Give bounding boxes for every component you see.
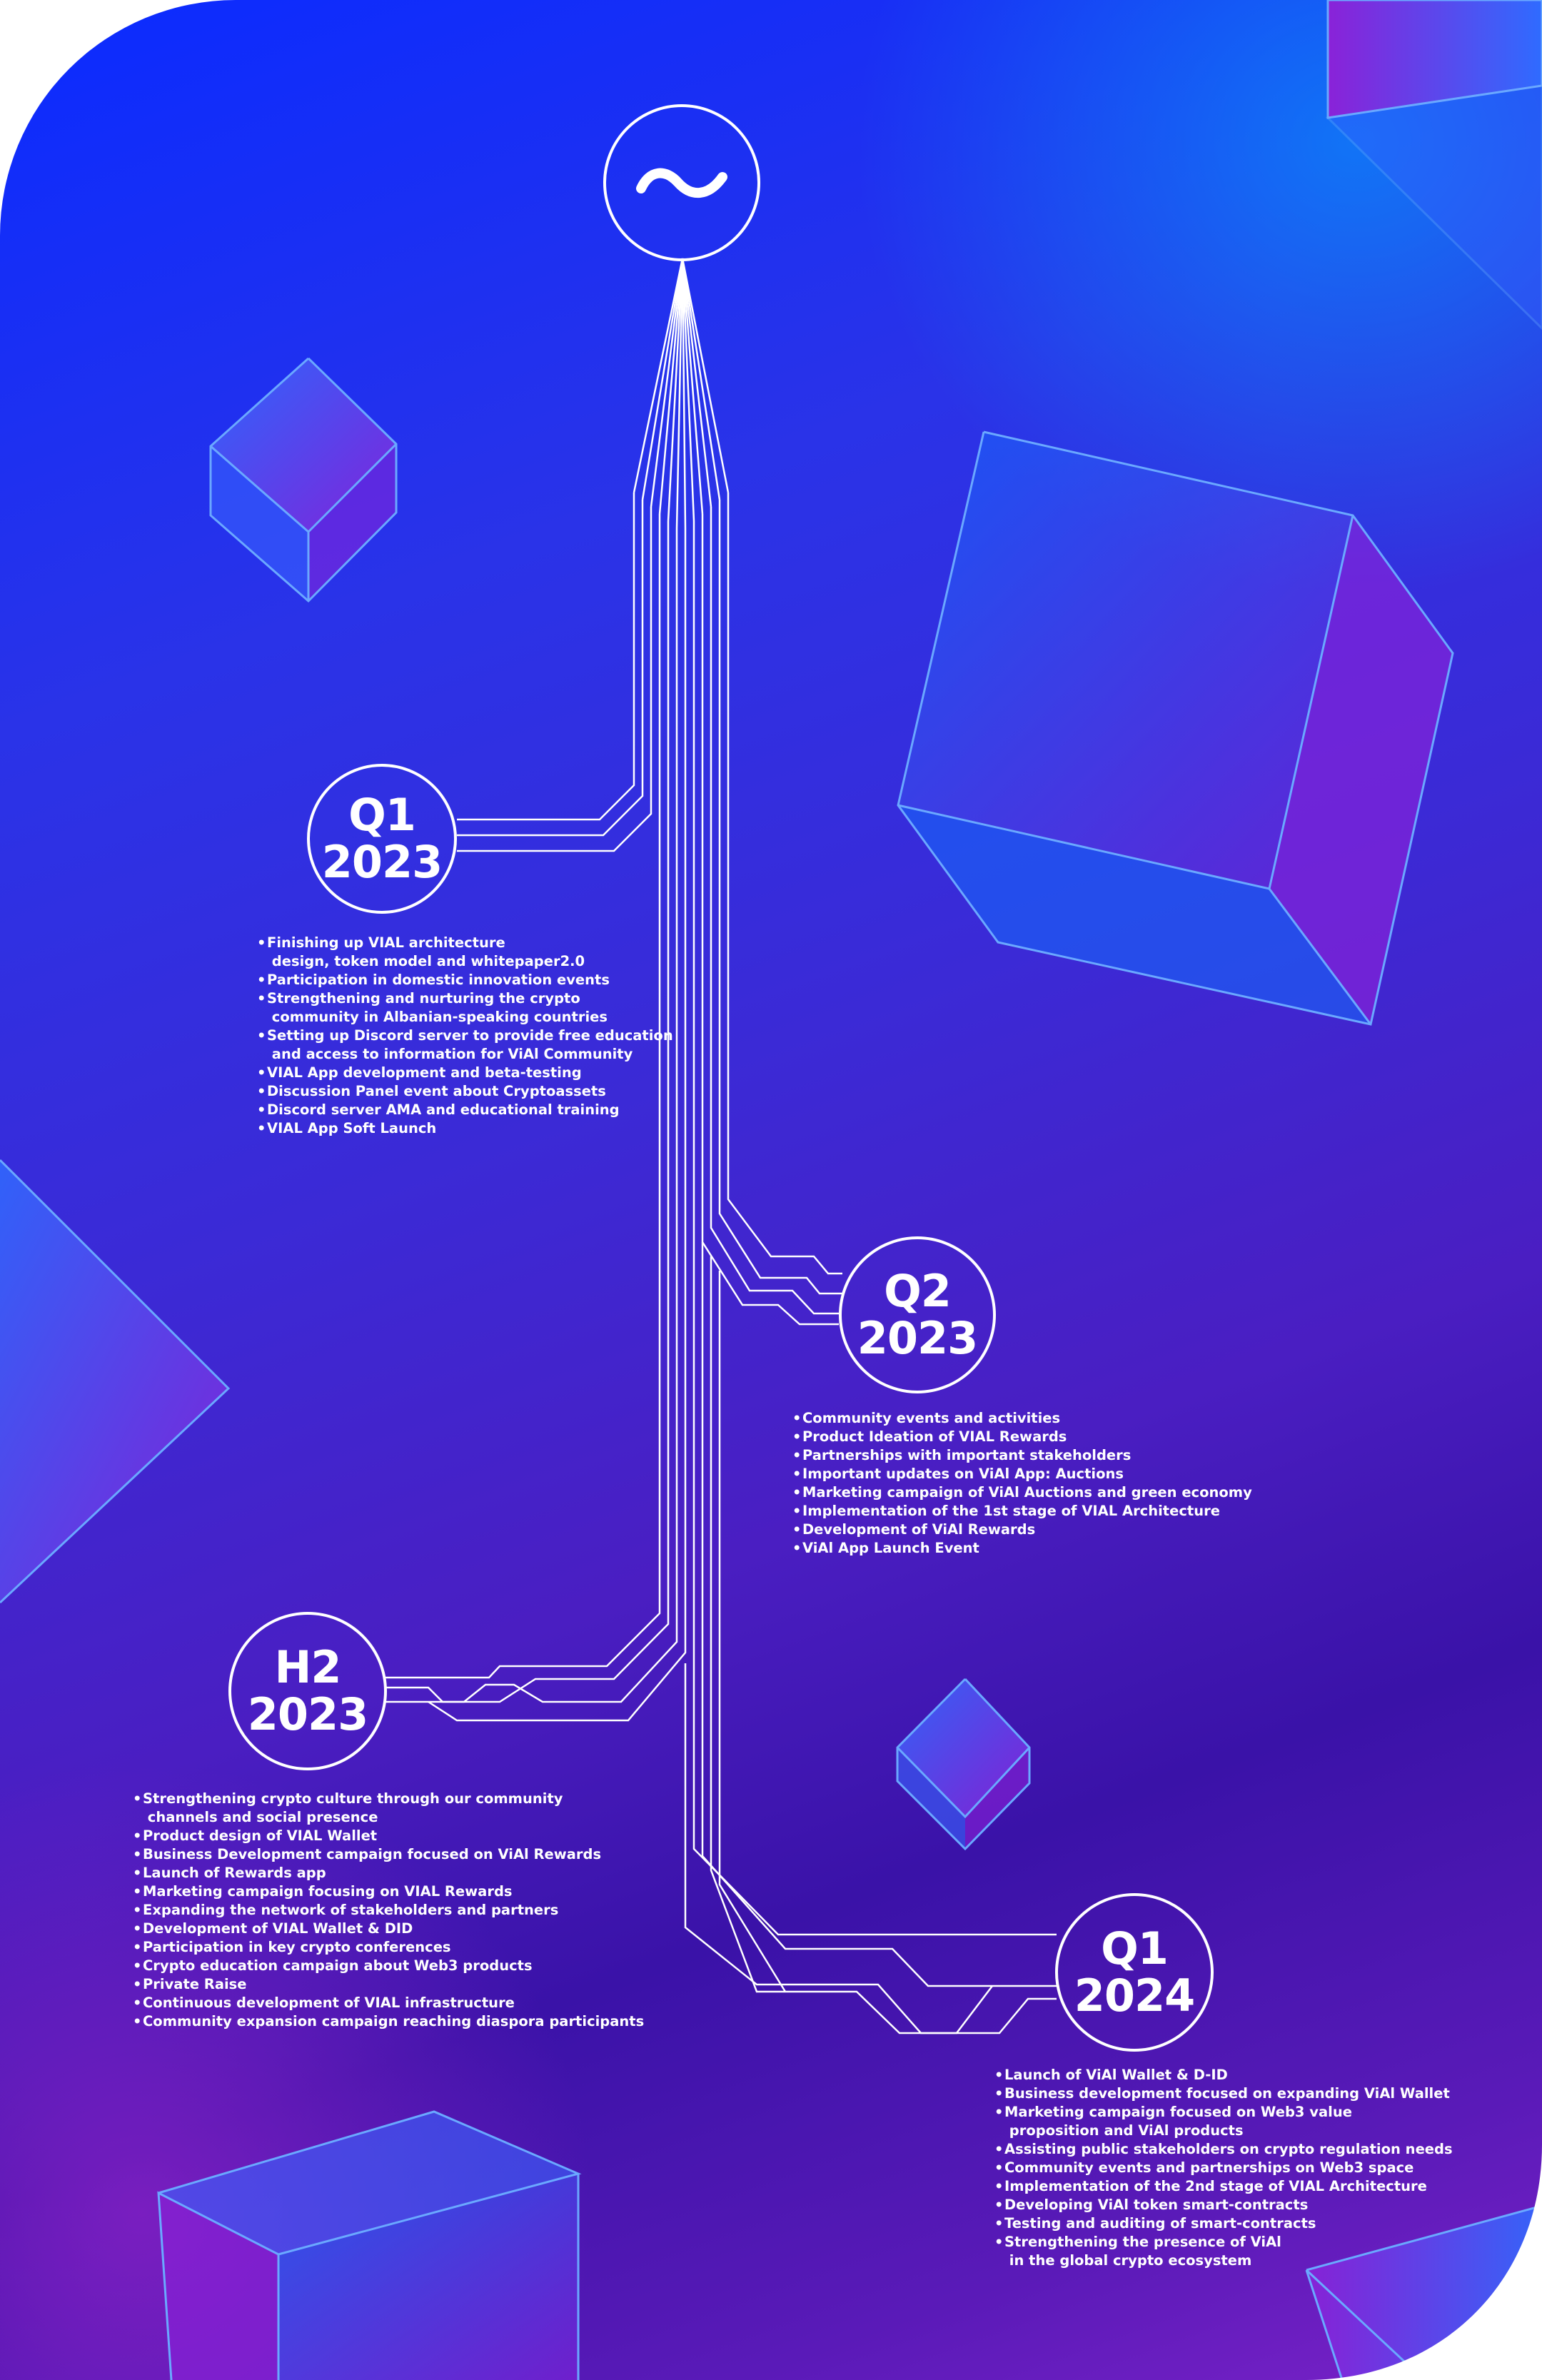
list-item: VIAL App Soft Launch (257, 1119, 673, 1138)
list-item: Participation in domestic innovation eve… (257, 971, 673, 989)
cube-left-edge (0, 1159, 231, 1604)
list-item: Testing and auditing of smart-contracts (994, 2214, 1453, 2233)
list-item: Marketing campaign of ViAl Auctions and … (792, 1483, 1252, 1502)
list-item: Participation in key crypto conferences (133, 1938, 644, 1957)
milestone-h2-2023-badge: H2 2023 (228, 1612, 387, 1770)
list-item: Community expansion campaign reaching di… (133, 2012, 644, 2031)
milestone-q1-2024-list: Launch of ViAl Wallet & D-ID Business de… (994, 2066, 1453, 2270)
cube-small-middle-right (896, 1678, 1031, 1851)
bottom-right-corner (1306, 2144, 1542, 2380)
list-item: Marketing campaign focused on Web3 value… (994, 2103, 1453, 2140)
list-item: Launch of ViAl Wallet & D-ID (994, 2066, 1453, 2084)
list-item: Strengthening crypto culture through our… (133, 1790, 644, 1827)
list-item: Business Development campaign focused on… (133, 1845, 644, 1864)
cube-large-right (897, 430, 1454, 1026)
list-item: Setting up Discord server to provide fre… (257, 1027, 673, 1064)
list-item: Private Raise (133, 1975, 644, 1994)
milestone-period: Q1 (1101, 1922, 1169, 1975)
list-item: Community events and partnerships on Web… (994, 2159, 1453, 2177)
milestone-q2-2023-list: Community events and activities Product … (792, 1409, 1252, 1558)
timeline-wires (386, 258, 1057, 2034)
list-item: Development of ViAl Rewards (792, 1521, 1252, 1539)
list-item: Product design of VIAL Wallet (133, 1827, 644, 1845)
list-item: Launch of Rewards app (133, 1864, 644, 1882)
milestone-year: 2024 (1074, 1970, 1196, 2022)
list-item: Strengthening and nurturing the crypto c… (257, 989, 673, 1027)
list-item: Implementation of the 1st stage of VIAL … (792, 1502, 1252, 1521)
logo-badge (603, 104, 760, 261)
milestone-q1-2023-badge: Q1 2023 (307, 764, 457, 914)
milestone-period: H2 (274, 1641, 341, 1693)
milestone-h2-2023-list: Strengthening crypto culture through our… (133, 1790, 644, 2031)
list-item: Important updates on ViAl App: Auctions (792, 1465, 1252, 1483)
milestone-q2-2023-badge: Q2 2023 (839, 1236, 996, 1393)
list-item: Finishing up VIAL architecture design, t… (257, 934, 673, 971)
list-item: VIAL App development and beta-testing (257, 1064, 673, 1082)
list-item: Discussion Panel event about Cryptoasset… (257, 1082, 673, 1101)
milestone-q1-2023-list: Finishing up VIAL architecture design, t… (257, 934, 673, 1138)
tilde-wave-logo-icon (636, 168, 727, 198)
list-item: Crypto education campaign about Web3 pro… (133, 1957, 644, 1975)
list-item: Partnerships with important stakeholders (792, 1446, 1252, 1465)
list-item: Discord server AMA and educational train… (257, 1101, 673, 1119)
milestone-year: 2023 (247, 1688, 369, 1740)
milestone-period: Q2 (884, 1265, 952, 1317)
list-item: ViAl App Launch Event (792, 1539, 1252, 1558)
list-item: Expanding the network of stakeholders an… (133, 1901, 644, 1920)
list-item: Implementation of the 2nd stage of VIAL … (994, 2177, 1453, 2196)
list-item: Community events and activities (792, 1409, 1252, 1428)
cube-top-right (1325, 0, 1542, 331)
list-item: Product Ideation of VIAL Rewards (792, 1428, 1252, 1446)
cube-bottom-left (157, 2110, 582, 2380)
list-item: Developing ViAl token smart-contracts (994, 2196, 1453, 2214)
list-item: Assisting public stakeholders on crypto … (994, 2140, 1453, 2159)
milestone-year: 2023 (321, 836, 443, 888)
list-item: Business development focused on expandin… (994, 2084, 1453, 2103)
list-item: Strengthening the presence of ViAl in th… (994, 2233, 1453, 2270)
list-item: Marketing campaign focusing on VIAL Rewa… (133, 1882, 644, 1901)
cube-small-upper-left (209, 357, 398, 603)
milestone-period: Q1 (348, 789, 416, 841)
milestone-year: 2023 (857, 1312, 979, 1364)
list-item: Continuous development of VIAL infrastru… (133, 1994, 644, 2012)
milestone-q1-2024-badge: Q1 2024 (1055, 1893, 1214, 2052)
list-item: Development of VIAL Wallet & DID (133, 1920, 644, 1938)
